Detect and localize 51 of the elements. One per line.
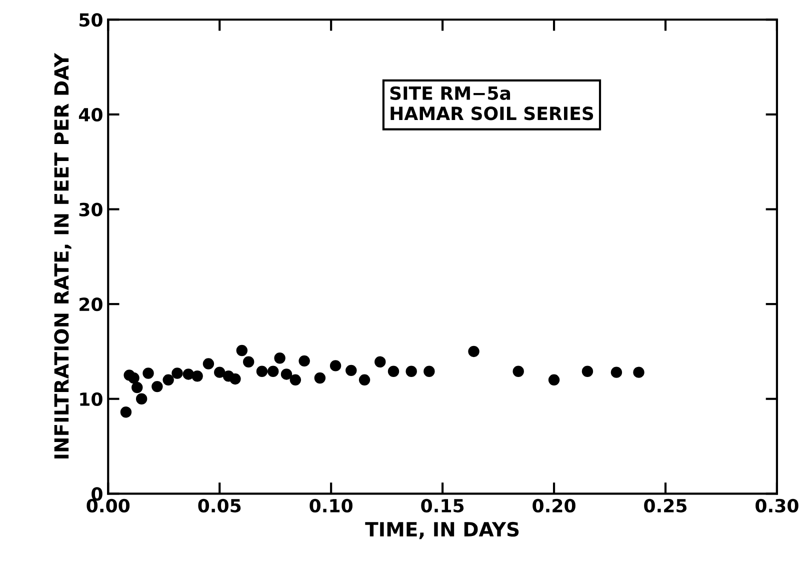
point — [128, 372, 140, 384]
x-tick-label: 0.15 — [421, 498, 464, 513]
point — [298, 355, 310, 367]
point — [120, 406, 132, 418]
point — [230, 373, 241, 385]
point — [132, 382, 143, 394]
point — [162, 374, 174, 386]
point — [512, 366, 524, 377]
x-tick-label: 0.25 — [644, 498, 687, 513]
x-axis-title: TIME, IN DAYS — [365, 522, 519, 540]
point — [268, 366, 279, 377]
point — [182, 368, 194, 380]
y-tick-label: 0 — [92, 487, 102, 501]
point — [374, 356, 386, 368]
point — [274, 352, 286, 364]
point — [280, 368, 292, 380]
y-tick-label: 20 — [80, 298, 102, 312]
point — [346, 364, 357, 376]
y-tick-label: 30 — [79, 202, 102, 216]
point — [548, 374, 560, 386]
point — [242, 356, 254, 368]
point — [330, 360, 342, 372]
point — [424, 366, 435, 377]
point — [136, 393, 148, 404]
point — [582, 366, 594, 377]
y-tick-label: 40 — [78, 108, 102, 122]
point — [172, 368, 183, 379]
annotation: SITE RM−5a HAMAR SOIL SERIES — [390, 86, 594, 120]
y-tick-label: 50 — [80, 13, 102, 27]
point — [214, 366, 226, 378]
x-tick-label: 0.00 — [86, 498, 130, 513]
point — [358, 374, 370, 386]
y-axis-title: INFILTRATION RATE, IN FEET PER DAY — [54, 52, 72, 458]
point — [236, 344, 248, 356]
x-tick-label: 0.10 — [310, 498, 352, 513]
y-tick-label: 10 — [80, 392, 102, 406]
point — [142, 368, 154, 379]
point — [388, 366, 400, 377]
point — [256, 366, 268, 377]
point — [192, 370, 203, 382]
point — [290, 374, 302, 386]
x-tick-label: 0.20 — [532, 498, 576, 513]
point — [468, 346, 480, 358]
point — [406, 366, 417, 377]
point — [314, 372, 326, 384]
point — [633, 366, 644, 378]
x-tick-label: 0.05 — [198, 498, 241, 513]
point — [202, 358, 214, 370]
point — [610, 366, 622, 378]
point — [152, 380, 163, 392]
x-tick-label: 0.30 — [756, 498, 798, 513]
